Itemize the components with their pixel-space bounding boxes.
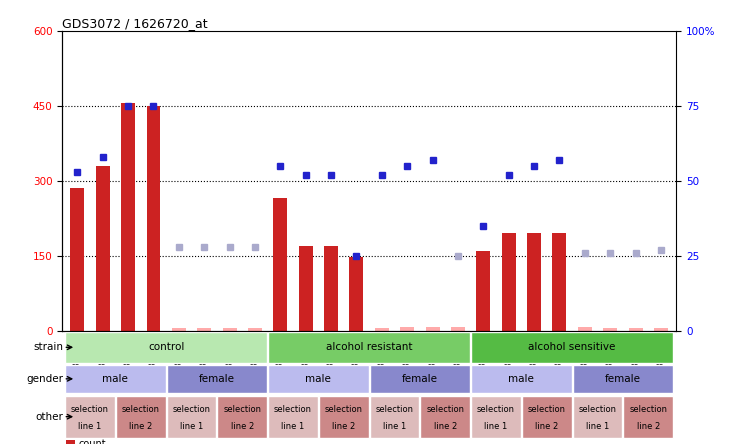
Bar <box>116 396 166 438</box>
Bar <box>273 198 287 331</box>
Text: GDS3072 / 1626720_at: GDS3072 / 1626720_at <box>62 17 208 30</box>
Text: count: count <box>79 439 107 444</box>
Text: line 1: line 1 <box>485 422 507 431</box>
Bar <box>401 327 414 331</box>
Bar <box>375 328 389 331</box>
Bar <box>572 365 673 392</box>
Bar <box>217 396 267 438</box>
Bar <box>501 234 515 331</box>
Text: selection: selection <box>426 405 464 414</box>
Bar <box>70 188 84 331</box>
Bar <box>471 365 572 392</box>
Text: selection: selection <box>578 405 616 414</box>
Text: line 2: line 2 <box>332 422 355 431</box>
Bar <box>65 332 267 363</box>
Bar <box>471 396 521 438</box>
Text: line 1: line 1 <box>281 422 305 431</box>
Bar <box>629 328 643 331</box>
Bar <box>654 328 668 331</box>
Bar <box>167 396 216 438</box>
Text: selection: selection <box>274 405 312 414</box>
Text: selection: selection <box>528 405 566 414</box>
Text: selection: selection <box>173 405 211 414</box>
Text: line 2: line 2 <box>129 422 153 431</box>
Text: selection: selection <box>477 405 515 414</box>
Bar <box>370 396 420 438</box>
Text: line 2: line 2 <box>637 422 660 431</box>
Text: selection: selection <box>629 405 667 414</box>
Bar <box>223 328 237 331</box>
Text: gender: gender <box>26 374 64 384</box>
Bar <box>553 234 567 331</box>
Text: selection: selection <box>71 405 109 414</box>
Text: selection: selection <box>122 405 160 414</box>
Text: female: female <box>402 374 438 384</box>
Text: line 2: line 2 <box>535 422 558 431</box>
Bar <box>65 396 115 438</box>
Bar <box>65 365 166 392</box>
Bar <box>319 396 368 438</box>
Text: alcohol sensitive: alcohol sensitive <box>529 342 616 352</box>
Bar <box>522 396 572 438</box>
Text: strain: strain <box>34 342 64 352</box>
Text: line 1: line 1 <box>586 422 609 431</box>
Bar <box>96 166 110 331</box>
Text: selection: selection <box>325 405 363 414</box>
Text: line 2: line 2 <box>433 422 457 431</box>
Text: line 1: line 1 <box>180 422 203 431</box>
Bar <box>121 103 135 331</box>
Bar <box>577 327 592 331</box>
Text: male: male <box>509 374 534 384</box>
Bar <box>425 327 439 331</box>
Bar <box>167 365 267 392</box>
Bar <box>146 106 161 331</box>
Text: selection: selection <box>223 405 261 414</box>
Text: other: other <box>36 412 64 422</box>
Bar <box>197 328 211 331</box>
Bar <box>451 327 465 331</box>
Bar <box>268 365 368 392</box>
Text: line 1: line 1 <box>78 422 102 431</box>
Bar <box>370 365 470 392</box>
Bar <box>572 396 622 438</box>
Text: control: control <box>148 342 184 352</box>
Bar <box>268 396 318 438</box>
Bar <box>248 328 262 331</box>
Bar <box>527 234 541 331</box>
Bar <box>268 332 470 363</box>
Bar <box>324 246 338 331</box>
Bar <box>420 396 470 438</box>
Bar <box>603 328 617 331</box>
Text: male: male <box>306 374 331 384</box>
Text: alcohol resistant: alcohol resistant <box>326 342 412 352</box>
Bar <box>299 246 313 331</box>
Text: line 2: line 2 <box>231 422 254 431</box>
Bar <box>349 257 363 331</box>
Bar <box>172 328 186 331</box>
Text: selection: selection <box>376 405 414 414</box>
Bar <box>471 332 673 363</box>
Text: male: male <box>102 374 129 384</box>
Text: female: female <box>605 374 641 384</box>
Bar <box>477 251 491 331</box>
Text: line 1: line 1 <box>383 422 406 431</box>
Text: female: female <box>199 374 235 384</box>
Bar <box>624 396 673 438</box>
